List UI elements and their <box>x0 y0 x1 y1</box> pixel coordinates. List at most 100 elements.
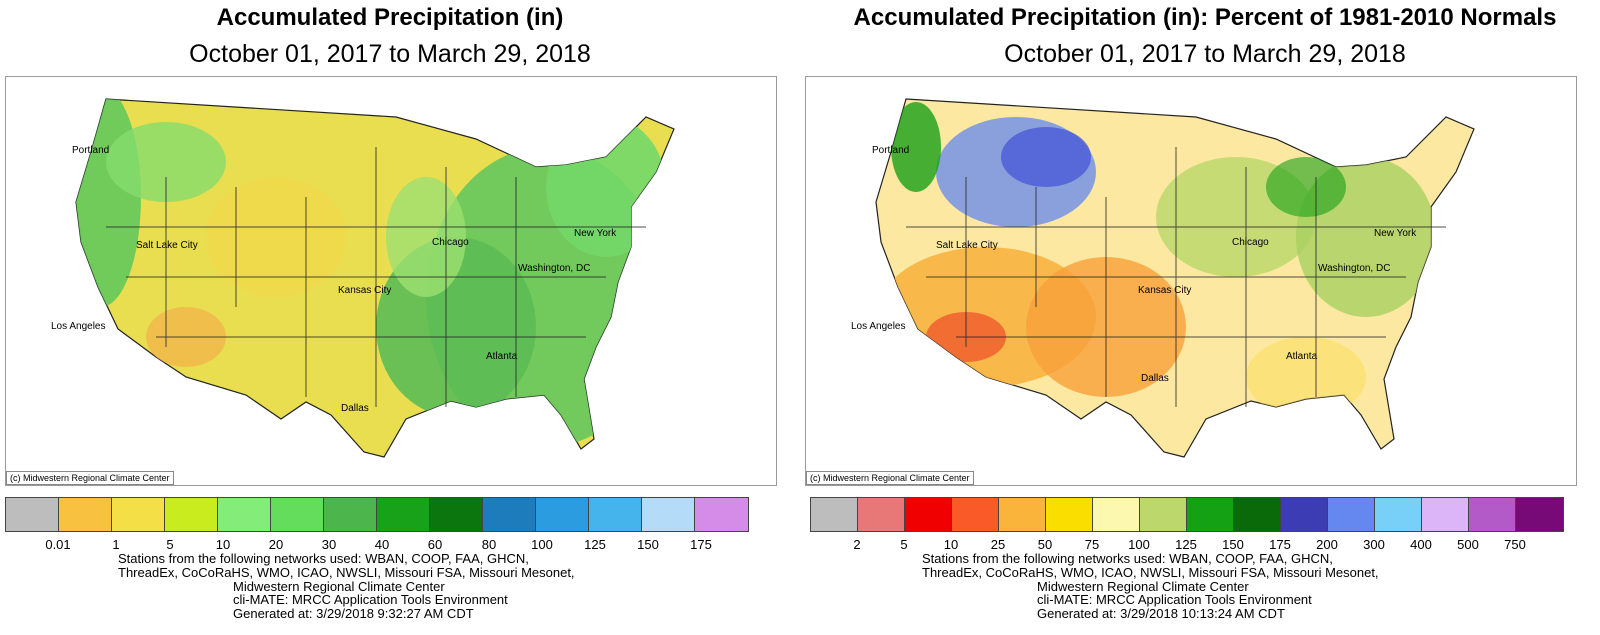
legend-tick-label: 0.01 <box>45 537 71 552</box>
footer-line: Midwestern Regional Climate Center <box>1037 579 1249 594</box>
city-label-kansas-city: Kansas City <box>1138 285 1192 296</box>
city-label-los-angeles: Los Angeles <box>51 321 106 332</box>
legend-tick-label: 60 <box>427 537 443 552</box>
legend-swatch <box>112 498 165 531</box>
left-color-legend <box>5 497 749 532</box>
legend-swatch <box>905 498 952 531</box>
legend-swatch <box>1375 498 1422 531</box>
city-label-dallas: Dallas <box>1141 373 1169 384</box>
legend-tick-label: 750 <box>1504 537 1526 552</box>
footer-line: Stations from the following networks use… <box>118 551 529 566</box>
legend-swatch <box>59 498 112 531</box>
left-us-map <box>75 98 675 458</box>
legend-tick-label: 30 <box>321 537 337 552</box>
legend-tick-label: 125 <box>1175 537 1197 552</box>
city-label-portland: Portland <box>72 145 110 156</box>
legend-swatch <box>1046 498 1093 531</box>
legend-tick-label: 175 <box>1269 537 1291 552</box>
left-map-frame: Portland Salt Lake City Chicago New York… <box>5 76 777 486</box>
footer-line: Generated at: 3/29/2018 10:13:24 AM CDT <box>1037 606 1285 621</box>
legend-swatch <box>1093 498 1140 531</box>
legend-swatch <box>999 498 1046 531</box>
legend-swatch <box>430 498 483 531</box>
legend-tick-label: 5 <box>900 537 908 552</box>
right-map-title: Accumulated Precipitation (in): Percent … <box>853 4 1557 31</box>
legend-swatch <box>271 498 324 531</box>
legend-tick-label: 80 <box>481 537 497 552</box>
city-label-washington-dc: Washington, DC <box>518 263 591 274</box>
legend-tick-label: 1 <box>112 537 120 552</box>
legend-swatch <box>1187 498 1234 531</box>
left-map-title: Accumulated Precipitation (in) <box>216 4 564 31</box>
legend-tick-label: 400 <box>1410 537 1432 552</box>
legend-swatch <box>377 498 430 531</box>
legend-swatch <box>6 498 59 531</box>
city-label-los-angeles: Los Angeles <box>851 321 906 332</box>
legend-swatch <box>952 498 999 531</box>
city-label-atlanta: Atlanta <box>1286 351 1318 362</box>
legend-tick-label: 150 <box>1222 537 1244 552</box>
legend-swatch <box>536 498 589 531</box>
city-label-salt-lake-city: Salt Lake City <box>136 240 198 251</box>
right-map-date-range: October 01, 2017 to March 29, 2018 <box>1004 40 1406 68</box>
legend-swatch <box>1140 498 1187 531</box>
city-label-dallas: Dallas <box>341 403 369 414</box>
legend-swatch <box>218 498 271 531</box>
legend-swatch <box>1234 498 1281 531</box>
legend-swatch <box>1422 498 1469 531</box>
city-label-new-york: New York <box>574 228 617 239</box>
city-label-chicago: Chicago <box>1232 237 1269 248</box>
legend-tick-label: 300 <box>1363 537 1385 552</box>
left-map-panel: Accumulated Precipitation (in) October 0… <box>0 0 780 635</box>
legend-tick-label: 175 <box>690 537 712 552</box>
legend-swatch <box>1516 498 1563 531</box>
legend-tick-label: 50 <box>1037 537 1053 552</box>
left-map-date-range: October 01, 2017 to March 29, 2018 <box>189 40 591 68</box>
right-map-frame: Portland Salt Lake City Chicago New York… <box>805 76 1577 486</box>
city-label-portland: Portland <box>872 145 910 156</box>
legend-tick-label: 75 <box>1084 537 1100 552</box>
left-map-copyright: (c) Midwestern Regional Climate Center <box>6 471 174 485</box>
legend-tick-label: 500 <box>1457 537 1479 552</box>
footer-line: Midwestern Regional Climate Center <box>233 579 445 594</box>
footer-line: ThreadEx, CoCoRaHS, WMO, ICAO, NWSLI, Mi… <box>922 565 1379 580</box>
legend-tick-label: 5 <box>166 537 174 552</box>
legend-swatch <box>324 498 377 531</box>
legend-swatch <box>589 498 642 531</box>
footer-line: ThreadEx, CoCoRaHS, WMO, ICAO, NWSLI, Mi… <box>118 565 575 580</box>
legend-swatch <box>1328 498 1375 531</box>
footer-line: cli-MATE: MRCC Application Tools Environ… <box>233 592 508 607</box>
legend-swatch <box>483 498 536 531</box>
city-label-salt-lake-city: Salt Lake City <box>936 240 998 251</box>
legend-tick-label: 2 <box>853 537 861 552</box>
legend-tick-label: 100 <box>531 537 553 552</box>
legend-swatch <box>695 498 748 531</box>
legend-tick-label: 10 <box>943 537 959 552</box>
legend-tick-label: 125 <box>584 537 606 552</box>
legend-tick-label: 25 <box>990 537 1006 552</box>
legend-tick-label: 200 <box>1316 537 1338 552</box>
footer-line: Stations from the following networks use… <box>922 551 1333 566</box>
legend-swatch <box>811 498 858 531</box>
footer-line: cli-MATE: MRCC Application Tools Environ… <box>1037 592 1312 607</box>
right-map-panel: Accumulated Precipitation (in): Percent … <box>805 0 1595 635</box>
legend-tick-label: 150 <box>637 537 659 552</box>
city-label-kansas-city: Kansas City <box>338 285 392 296</box>
legend-swatch <box>1281 498 1328 531</box>
legend-tick-label: 40 <box>374 537 390 552</box>
city-label-atlanta: Atlanta <box>486 351 518 362</box>
legend-swatch <box>165 498 218 531</box>
legend-tick-label: 10 <box>215 537 231 552</box>
right-color-legend <box>810 497 1564 532</box>
legend-swatch <box>642 498 695 531</box>
legend-tick-label: 20 <box>268 537 284 552</box>
right-us-map <box>875 98 1475 458</box>
legend-tick-label: 100 <box>1128 537 1150 552</box>
legend-swatch <box>858 498 905 531</box>
city-label-washington-dc: Washington, DC <box>1318 263 1391 274</box>
city-label-chicago: Chicago <box>432 237 469 248</box>
footer-line: Generated at: 3/29/2018 9:32:27 AM CDT <box>233 606 474 621</box>
right-map-copyright: (c) Midwestern Regional Climate Center <box>806 471 974 485</box>
legend-swatch <box>1469 498 1516 531</box>
city-label-new-york: New York <box>1374 228 1417 239</box>
